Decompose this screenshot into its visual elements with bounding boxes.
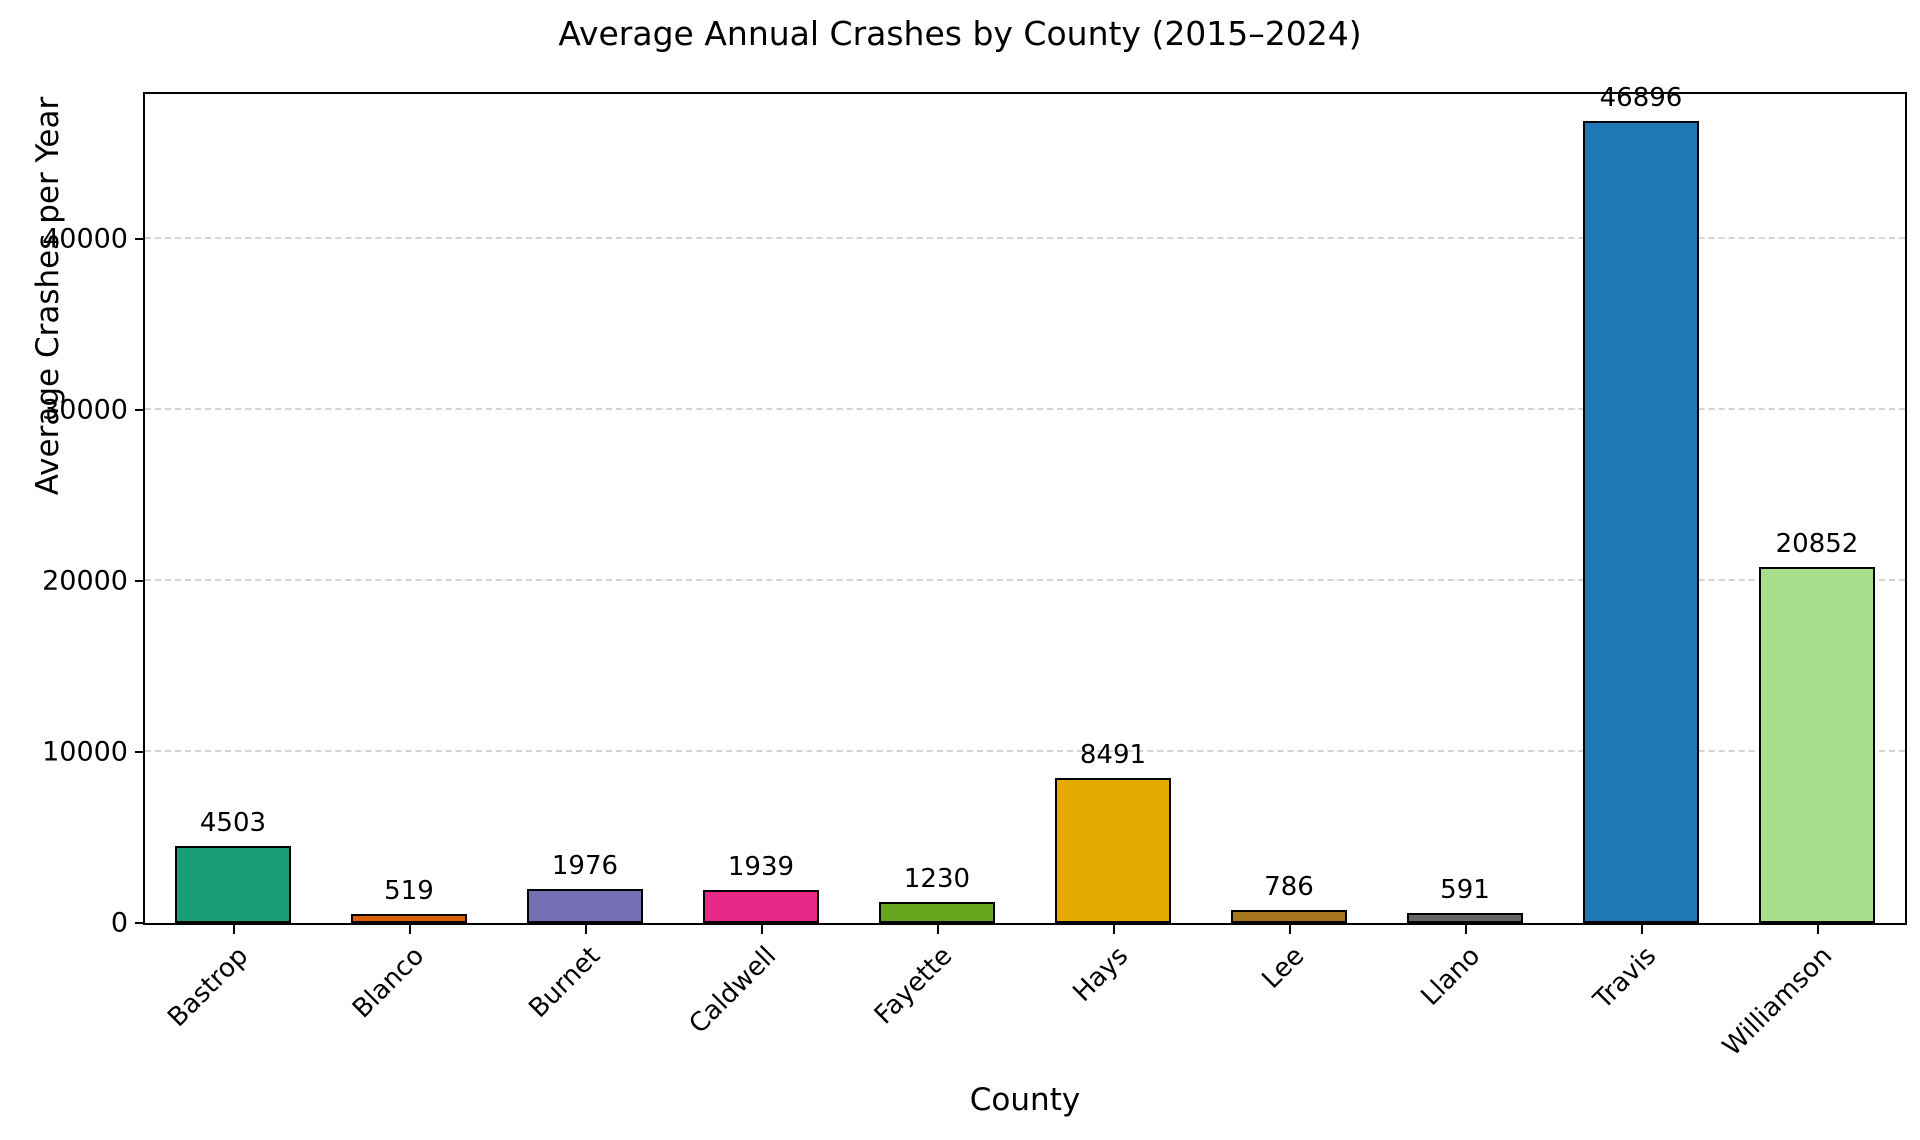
bar[interactable]: [174, 846, 292, 923]
y-tick-mark: [135, 238, 144, 241]
x-tick-mark: [1289, 925, 1291, 934]
bar[interactable]: [1054, 777, 1172, 923]
x-axis: Bastrop Blanco Burnet Caldwell Fayette Hays Le…: [143, 925, 1907, 1140]
x-tick-mark: [937, 925, 939, 934]
bar[interactable]: [350, 914, 468, 923]
y-axis: 0 10000 20000 30000 40000: [0, 92, 1920, 939]
bar[interactable]: [1406, 912, 1524, 923]
gridline: [145, 750, 1905, 753]
bar-group[interactable]: 4503: [174, 94, 292, 923]
bar-group[interactable]: 1939: [702, 94, 820, 923]
bar[interactable]: [1758, 566, 1876, 923]
y-tick-label: 0: [110, 907, 128, 939]
gridline: [145, 579, 1905, 582]
bar-value-label: 1230: [903, 863, 971, 894]
y-axis-title: Average Crashes per Year: [30, 96, 66, 496]
bar-value-label: 591: [1440, 874, 1490, 905]
y-tick-mark: [135, 751, 144, 754]
bar-value-label: 46896: [1599, 83, 1683, 114]
y-tick-mark: [135, 580, 144, 583]
bar-value-label: 519: [384, 876, 434, 907]
plot-inner: 4503 519 1976 1939 1230 8491 786 591 46896 20852: [145, 83, 1905, 923]
x-tick-mark: [1465, 925, 1467, 934]
bar-group[interactable]: 8491: [1054, 94, 1172, 923]
bar-value-label: 786: [1264, 871, 1314, 902]
bar-group[interactable]: 786: [1230, 94, 1348, 923]
bar-group[interactable]: 46896: [1582, 83, 1700, 923]
bar-group[interactable]: 519: [350, 94, 468, 923]
bar[interactable]: [702, 889, 820, 923]
y-tick-label: 10000: [42, 736, 128, 768]
bar[interactable]: [878, 901, 996, 923]
bar-group[interactable]: 1976: [526, 94, 644, 923]
y-tick-label: 30000: [42, 394, 128, 426]
bar-value-label: 4503: [199, 808, 267, 839]
y-tick-mark: [135, 922, 144, 924]
x-axis-title: County: [969, 1082, 1081, 1118]
chart-title: Average Annual Crashes by County (2015–2…: [558, 14, 1362, 53]
x-tick-mark: [585, 925, 587, 934]
x-tick-mark: [233, 925, 235, 934]
y-tick-mark: [135, 409, 144, 412]
bar-value-label: 1976: [551, 851, 619, 882]
bar-value-label: 8491: [1079, 739, 1147, 770]
x-tick-mark: [761, 925, 763, 934]
bar-group[interactable]: 20852: [1758, 94, 1876, 923]
bar[interactable]: [1582, 121, 1700, 923]
bar-value-label: 20852: [1775, 528, 1859, 559]
bar[interactable]: [1230, 909, 1348, 923]
bar-value-label: 1939: [727, 851, 795, 882]
plot-area: 4503 519 1976 1939 1230 8491 786 591 46896 20852: [143, 83, 1907, 925]
bar-group[interactable]: 1230: [878, 94, 996, 923]
bar[interactable]: [526, 889, 644, 923]
gridline: [145, 237, 1905, 240]
x-tick-mark: [409, 925, 411, 934]
x-tick-mark: [1817, 925, 1819, 934]
y-tick-label: 20000: [42, 565, 128, 597]
x-tick-mark: [1113, 925, 1115, 934]
gridline: [145, 408, 1905, 411]
bar-group[interactable]: 591: [1406, 94, 1524, 923]
y-tick-label: 40000: [42, 223, 128, 255]
x-tick-mark: [1641, 925, 1643, 934]
